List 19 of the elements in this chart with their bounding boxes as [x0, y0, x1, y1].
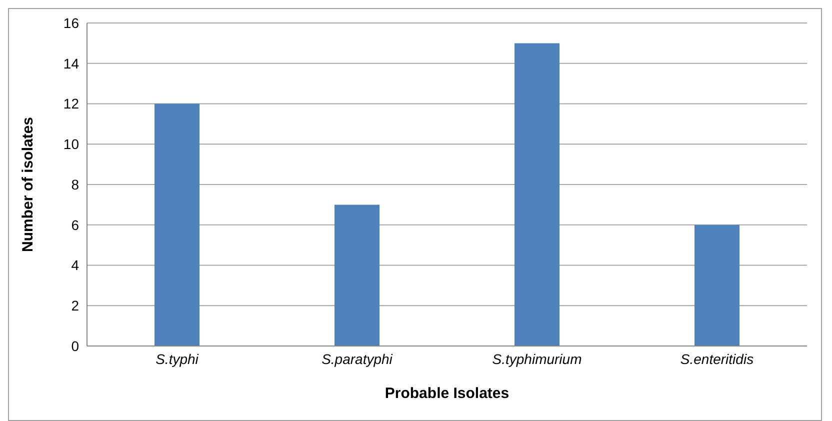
bar	[334, 204, 380, 346]
y-tick-label: 16	[63, 14, 80, 31]
y-tick-label: 12	[63, 96, 80, 112]
x-tick-label: S.paratyphi	[322, 350, 394, 367]
y-tick-label: 0	[71, 338, 80, 354]
bar	[694, 224, 740, 346]
y-tick-label: 10	[63, 136, 80, 152]
y-tick-label: 2	[71, 298, 80, 314]
x-tick-label: S.enteritidis	[680, 350, 754, 367]
x-tick-label: S.typhi	[156, 350, 200, 367]
bar	[514, 43, 560, 346]
x-axis-title: Probable Isolates	[384, 385, 510, 402]
bar	[154, 104, 200, 346]
x-tick-label: S.typhimurium	[492, 350, 582, 367]
y-tick-label: 14	[63, 55, 80, 72]
y-axis-title: Number of isolates	[19, 116, 36, 252]
y-tick-label: 4	[71, 257, 80, 274]
y-tick-label: 8	[71, 176, 80, 192]
y-tick-label: 6	[71, 216, 80, 233]
